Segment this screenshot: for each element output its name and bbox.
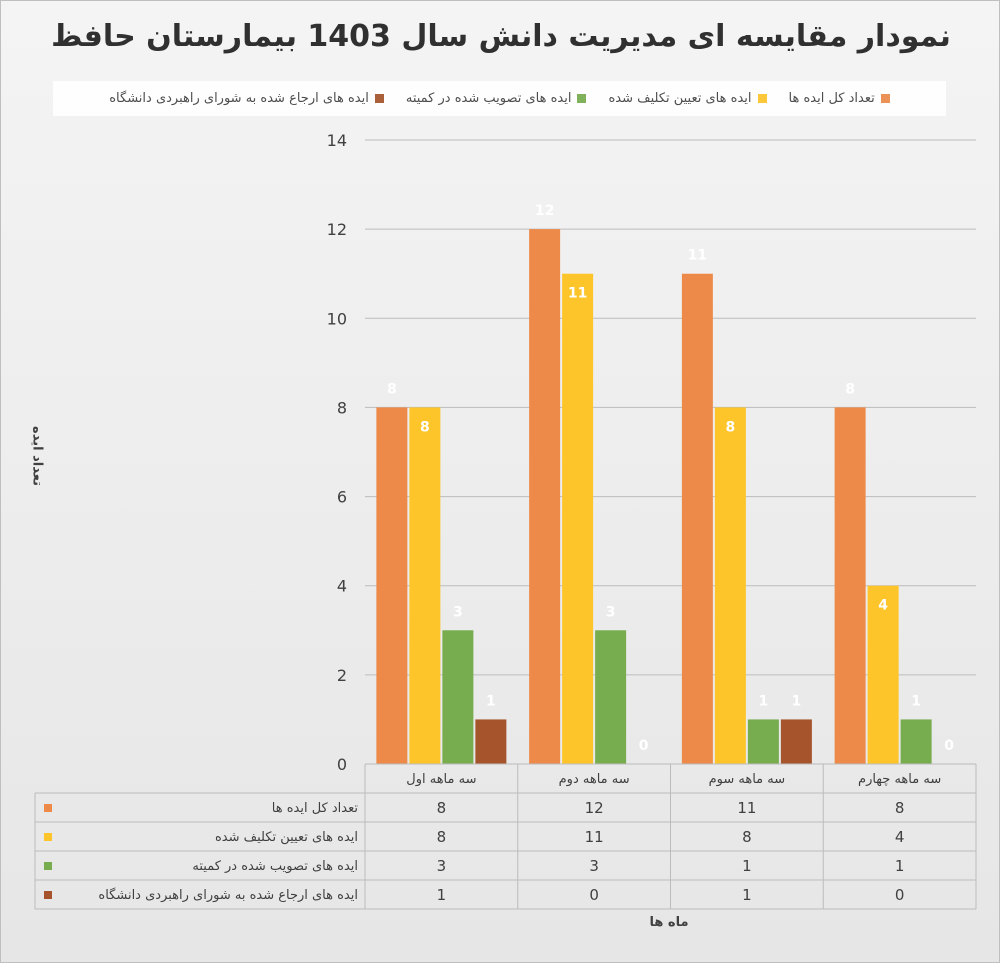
bar (747, 719, 779, 764)
bar (529, 229, 561, 765)
y-tick-label: 14 (327, 131, 347, 150)
legend-swatch (577, 94, 587, 103)
category-label: سه ماهه دوم (559, 772, 630, 787)
legend-swatch (374, 94, 384, 103)
table-cell: 8 (742, 828, 752, 846)
data-label: 3 (453, 604, 463, 620)
table-cell: 0 (589, 886, 599, 904)
table-cell: 1 (437, 886, 447, 904)
data-label: 3 (606, 604, 616, 620)
bar (562, 273, 594, 764)
bar (900, 719, 932, 764)
bar (780, 719, 812, 764)
table-row-label: ایده های تعیین تکلیف شده (215, 830, 358, 845)
table-cell: 8 (437, 828, 447, 846)
legend-swatch (757, 94, 767, 103)
legend-item: تعداد کل ایده ها (789, 91, 890, 106)
bar (867, 585, 899, 764)
y-tick-label: 6 (337, 488, 347, 507)
category-label: سه ماهه اول (406, 772, 476, 787)
data-label: 1 (486, 693, 496, 709)
legend-item: ایده های ارجاع شده به شورای راهبردی دانش… (109, 91, 384, 106)
data-label: 12 (535, 203, 554, 219)
table-cell: 1 (895, 857, 905, 875)
legend-label: تعداد کل ایده ها (788, 91, 875, 106)
table-cell: 0 (895, 886, 905, 904)
legend: تعداد کل ایده ها ایده های تعیین تکلیف شده… (53, 81, 946, 116)
y-tick-label: 4 (337, 577, 347, 596)
data-label: 8 (845, 381, 855, 397)
bar (595, 630, 627, 764)
data-label: 4 (878, 598, 888, 614)
table-cell: 3 (589, 857, 599, 875)
bar (475, 719, 507, 764)
y-tick-label: 8 (337, 398, 347, 417)
legend-label: ایده های تعیین تکلیف شده (608, 91, 752, 106)
bar (834, 407, 866, 764)
y-tick-label: 2 (337, 666, 347, 685)
table-legend-swatch (44, 891, 52, 899)
data-label: 0 (944, 738, 954, 754)
legend-item: ایده های تعیین تکلیف شده (608, 91, 767, 106)
x-axis-label: ماه ها (649, 915, 689, 930)
y-tick-label: 12 (327, 220, 347, 239)
table-legend-swatch (44, 833, 52, 841)
table-cell: 4 (895, 828, 905, 846)
data-label: 0 (639, 738, 649, 754)
data-label: 1 (759, 693, 769, 709)
bar (442, 630, 474, 764)
table-row-label: تعداد کل ایده ها (272, 801, 359, 816)
table-cell: 3 (437, 857, 447, 875)
legend-item: ایده های تصویب شده در کمیته (406, 91, 587, 106)
table-cell: 1 (742, 886, 752, 904)
legend-label: ایده های تصویب شده در کمیته (405, 91, 572, 106)
table-legend-swatch (44, 804, 52, 812)
table-cell: 12 (585, 799, 604, 817)
data-label: 1 (911, 693, 921, 709)
data-label: 8 (726, 419, 736, 435)
data-label: 11 (688, 248, 707, 264)
y-tick-label: 10 (327, 309, 347, 328)
table-row-label: ایده های تصویب شده در کمیته (192, 859, 358, 874)
bar (409, 407, 441, 764)
table-cell: 8 (437, 799, 447, 817)
y-tick-label: 0 (337, 755, 347, 774)
legend-label: ایده های ارجاع شده به شورای راهبردی دانش… (109, 91, 369, 106)
category-label: سه ماهه چهارم (858, 772, 941, 787)
table-cell: 11 (585, 828, 604, 846)
table-cell: 11 (737, 799, 756, 817)
data-label: 8 (387, 381, 397, 397)
chart-title: نمودار مقایسه ای مدیریت دانش سال 1403 بی… (51, 19, 951, 54)
data-label: 11 (568, 286, 587, 302)
legend-swatch (880, 94, 890, 103)
table-row-label: ایده های ارجاع شده به شورای راهبردی دانش… (98, 887, 358, 903)
bar (714, 407, 746, 764)
table-cell: 1 (742, 857, 752, 875)
data-label: 8 (420, 419, 430, 435)
category-label: سه ماهه سوم (709, 772, 786, 787)
table-legend-swatch (44, 862, 52, 870)
table-cell: 8 (895, 799, 905, 817)
bar (681, 273, 713, 764)
bar (376, 407, 408, 764)
data-label: 1 (792, 693, 802, 709)
